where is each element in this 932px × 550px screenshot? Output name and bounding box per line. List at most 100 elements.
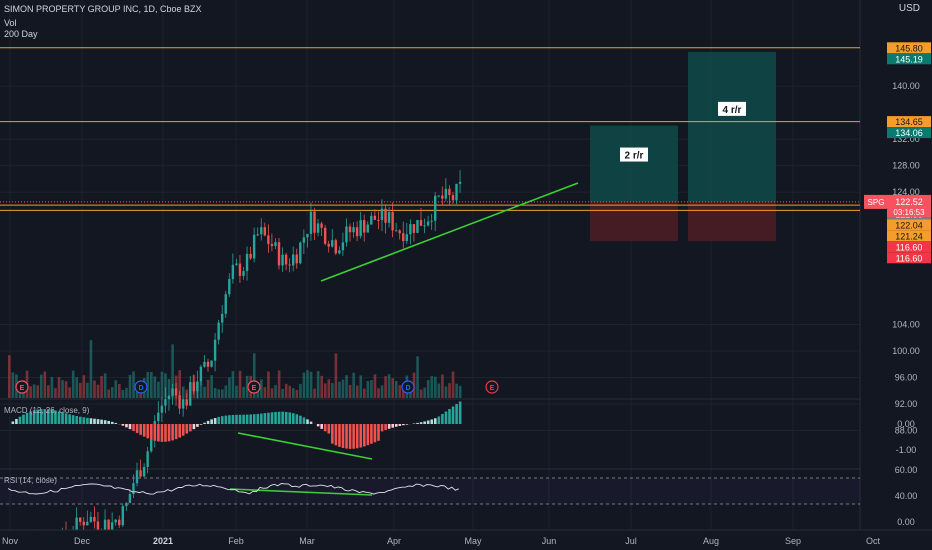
time-label[interactable]: Oct [866,536,881,546]
trendlines[interactable] [229,182,579,496]
candle [352,227,355,233]
price-label[interactable]: 116.60 [896,242,923,252]
time-label[interactable]: Jun [542,536,557,546]
rsi-tick[interactable]: 40.00 [895,491,918,501]
time-label[interactable]: May [464,536,482,546]
horizontal-levels[interactable] [0,47,860,211]
price-label[interactable]: 145.19 [895,54,923,64]
candle [238,263,242,276]
volume-bar [171,344,174,398]
rsi-tick[interactable]: 60.00 [895,465,918,475]
ma-legend[interactable]: 200 Day [4,29,38,39]
volume-bar [416,356,419,398]
volume-bar [338,381,341,398]
price-tick[interactable]: 92.00 [895,399,918,409]
rr-label[interactable]: 4 r/r [723,105,742,116]
volume-bar [199,381,203,398]
time-axis[interactable]: Nov Dec 2021 Feb Mar Apr May Jun Jul Aug Sep Oct [0,529,932,550]
macd-bar [260,413,263,424]
time-label[interactable]: Sep [785,536,801,546]
volume-bar [267,371,270,398]
price-label[interactable]: 116.60 [896,253,923,263]
macd-title[interactable]: MACD (12, 26, close, 9) [4,406,90,415]
volume-legend[interactable]: Vol [4,18,17,28]
volume-bar [8,355,11,398]
rr-label[interactable]: 2 r/r [625,151,644,162]
rsi-title[interactable]: RSI (14, close) [4,476,57,485]
volume-bar [203,386,206,398]
price-label[interactable]: 145.80 [895,43,923,53]
currency-label[interactable]: USD [898,3,920,14]
price-tick[interactable]: 104.00 [892,320,920,330]
macd-bar [238,414,242,424]
macd-bar [100,419,103,424]
price-tick[interactable]: 140.00 [892,81,920,91]
time-label[interactable]: Apr [387,536,401,546]
time-label[interactable]: Jul [625,536,637,546]
position-zones[interactable]: 2 r/r 4 r/r [590,51,776,242]
rsi-divergence-line[interactable] [229,488,373,496]
price-tick[interactable]: 128.00 [892,161,920,171]
candle [451,195,455,201]
event-marker-letter[interactable]: E [252,385,257,392]
volume-bar [384,376,387,398]
candle [284,254,288,265]
price-label[interactable]: 134.65 [895,117,923,127]
event-marker-icon[interactable] [247,380,261,394]
macd-bar [61,412,64,424]
event-marker-icon[interactable] [15,380,29,394]
event-marker-letter[interactable]: E [490,385,495,392]
candle [419,220,423,226]
bar-countdown[interactable]: 03:16:53 [893,208,925,217]
macd-bar [391,424,394,428]
time-label[interactable]: Aug [703,536,719,546]
price-axis[interactable]: 140.00 132.00 128.00 124.00 104.00 100.00 96.0… [861,0,932,530]
price-label[interactable]: 134.06 [895,128,923,138]
candle [82,521,85,526]
volume-bar [284,383,288,398]
macd-bar [57,411,61,424]
event-marker-icon[interactable] [134,380,148,394]
candle [256,234,259,236]
price-tick[interactable]: 100.00 [892,346,920,356]
price-tick[interactable]: 88.00 [895,425,918,435]
event-marker-letter[interactable]: D [138,385,143,392]
loss-zone[interactable] [688,201,776,242]
macd-bar [419,422,423,424]
volume-bar [252,353,256,398]
price-label[interactable]: 122.04 [895,220,923,230]
macd-bar [292,413,295,424]
time-label[interactable]: 2021 [153,536,173,546]
loss-zone[interactable] [590,201,678,242]
macd-divergence-line[interactable] [237,432,373,460]
event-marker-icon[interactable] [485,380,499,394]
symbol-legend[interactable]: SIMON PROPERTY GROUP INC, 1D, Cboe BZX [4,4,202,14]
time-label[interactable]: Dec [74,536,91,546]
candle [263,227,266,236]
profit-zone[interactable] [590,125,678,202]
event-marker-icon[interactable] [401,380,415,394]
current-price[interactable]: 122.52 [895,197,923,207]
time-label[interactable]: Mar [299,536,315,546]
event-marker-letter[interactable]: D [405,385,410,392]
time-label[interactable]: Feb [228,536,244,546]
macd-bar [331,424,334,444]
support-trendline[interactable] [320,182,579,282]
symbol-tag[interactable]: SPG [868,198,885,207]
price-tick[interactable]: 96.00 [895,372,918,382]
macd-bar [160,424,164,442]
price-tick[interactable]: 132.00 [892,134,920,144]
macd-tick[interactable]: 0.00 [897,419,915,429]
macd-tick[interactable]: -1.00 [896,445,917,455]
volume-bar [394,381,398,398]
price-tick[interactable]: 124.00 [892,187,920,197]
time-label[interactable]: Nov [2,536,19,546]
rsi-tick[interactable]: 0.00 [897,517,915,527]
price-label[interactable]: 121.24 [895,231,923,241]
macd-bar [434,418,437,424]
candle [178,395,181,409]
profit-zone[interactable] [688,51,776,202]
event-marker-letter[interactable]: E [20,385,25,392]
